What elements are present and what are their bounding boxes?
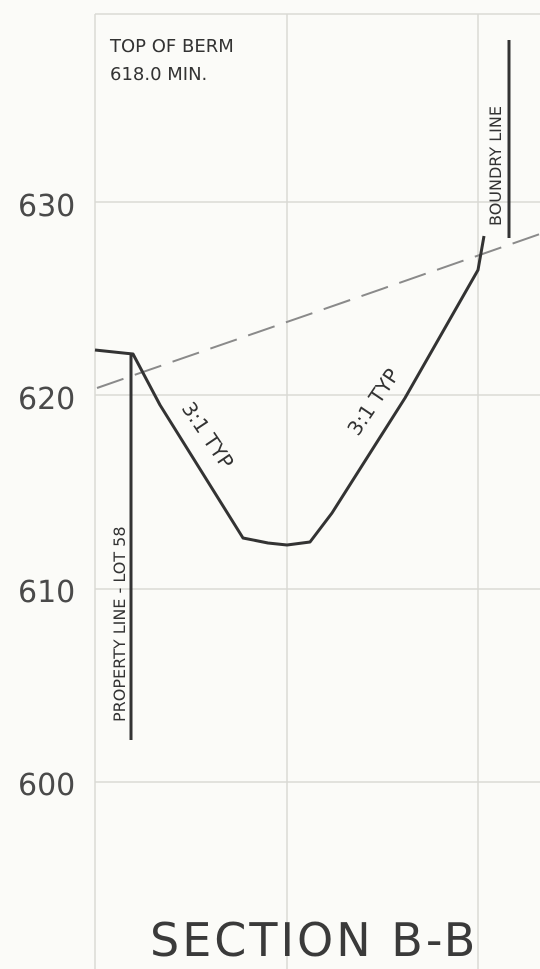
berm-note-line1: TOP OF BERM (109, 36, 234, 57)
property-line-label: PROPERTY LINE - LOT 58 (110, 526, 129, 722)
elevation-label-600: 600 (18, 768, 75, 803)
grid (94, 13, 540, 969)
berm-note-line2: 618.0 MIN. (110, 64, 207, 85)
ground-profile (94, 235, 486, 547)
top-of-berm-line (96, 233, 540, 389)
right-slope-label: 3:1 TYP (342, 364, 404, 440)
boundary-line-label: BOUNDRY LINE (486, 106, 505, 226)
section-title: SECTION B-B (150, 913, 478, 967)
elevation-label-620: 620 (18, 382, 75, 417)
elevation-label-630: 630 (18, 189, 75, 224)
elevation-label-610: 610 (18, 575, 75, 610)
left-slope-label: 3:1 TYP (177, 397, 239, 473)
